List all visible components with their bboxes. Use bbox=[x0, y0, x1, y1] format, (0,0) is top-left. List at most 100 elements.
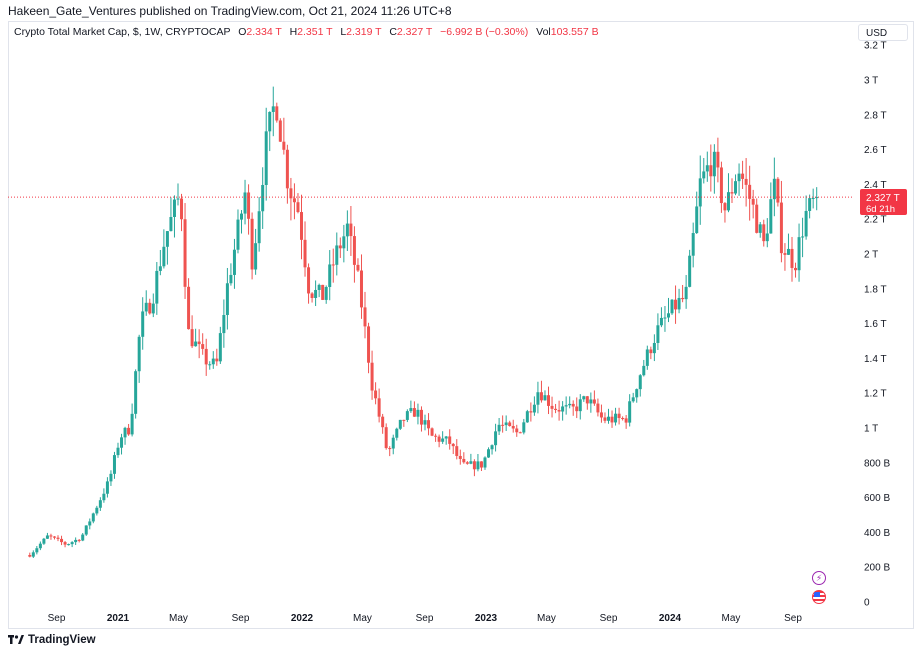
x-tick-label: May bbox=[169, 613, 188, 624]
x-tick-label: Sep bbox=[600, 613, 618, 624]
candle-body bbox=[427, 420, 431, 429]
candle-body bbox=[522, 422, 526, 433]
candle-body bbox=[610, 416, 614, 423]
candle-body bbox=[649, 349, 653, 354]
candle-body bbox=[564, 405, 568, 407]
candle-body bbox=[494, 431, 498, 446]
candle-body bbox=[462, 458, 466, 463]
y-tick-label: 1 T bbox=[864, 424, 878, 435]
candle-body bbox=[684, 286, 688, 300]
candle-body bbox=[797, 237, 801, 271]
candle-body bbox=[31, 552, 35, 557]
candle-body bbox=[441, 438, 445, 442]
footer: TradingView bbox=[8, 632, 96, 648]
candle-body bbox=[187, 286, 191, 330]
candle-body bbox=[169, 216, 173, 232]
candle-body bbox=[310, 293, 314, 298]
candle-body bbox=[645, 349, 649, 366]
candle-body bbox=[98, 500, 102, 508]
candle-body bbox=[278, 120, 282, 142]
candle-body bbox=[801, 236, 805, 238]
candle-body bbox=[734, 181, 738, 194]
x-tick-label: Sep bbox=[48, 613, 66, 624]
candle-body bbox=[352, 236, 356, 265]
candle-body bbox=[575, 406, 579, 412]
x-tick-label: May bbox=[722, 613, 741, 624]
candle-body bbox=[599, 412, 603, 418]
candle-body bbox=[342, 236, 346, 249]
lightning-icon[interactable]: ⚡ bbox=[812, 571, 826, 585]
price-tag-countdown: 6d 21h bbox=[866, 204, 895, 215]
candle-body bbox=[726, 192, 730, 211]
candle-body bbox=[208, 364, 212, 366]
candle-body bbox=[162, 246, 166, 267]
candle-body bbox=[370, 362, 374, 391]
candle-body bbox=[695, 206, 699, 234]
candle-body bbox=[430, 428, 434, 436]
candle-body bbox=[324, 286, 328, 300]
candle-body bbox=[345, 223, 349, 237]
open-label: O bbox=[238, 26, 247, 38]
candle-body bbox=[769, 199, 773, 234]
candle-body bbox=[285, 149, 289, 189]
candle-body bbox=[194, 341, 198, 347]
y-tick-label: 800 B bbox=[864, 458, 890, 469]
candle-body bbox=[268, 111, 272, 132]
candle-body bbox=[359, 270, 363, 308]
candle-body bbox=[367, 326, 371, 363]
candle-body bbox=[501, 424, 505, 426]
candle-body bbox=[592, 399, 596, 404]
candle-body bbox=[663, 317, 667, 319]
candle-body bbox=[137, 336, 141, 372]
candle-body bbox=[102, 493, 106, 501]
candle-body bbox=[416, 409, 420, 417]
candle-body bbox=[571, 403, 575, 407]
y-axis: 0 200 B 400 B 600 B 800 B 1 T 1.2 T 1.4 T 1.6 T 1… bbox=[864, 41, 890, 609]
candle-body bbox=[642, 365, 646, 376]
candle-body bbox=[677, 297, 681, 310]
candle-body bbox=[363, 307, 367, 327]
candle-body bbox=[232, 249, 236, 275]
candle-body bbox=[321, 284, 325, 300]
candle-body bbox=[504, 422, 508, 426]
candle-body bbox=[638, 375, 642, 390]
candle-body bbox=[811, 197, 815, 199]
us-flag-icon[interactable] bbox=[812, 590, 826, 604]
candle-body bbox=[243, 192, 247, 214]
candle-body bbox=[635, 389, 639, 398]
candle-body bbox=[719, 167, 723, 204]
candle-body bbox=[236, 219, 240, 250]
candle-body bbox=[589, 399, 593, 404]
candle-body bbox=[487, 449, 491, 458]
candle-body bbox=[716, 151, 720, 168]
candle-body bbox=[539, 392, 543, 401]
candle-body bbox=[455, 446, 459, 456]
candle-body bbox=[35, 548, 39, 553]
candle-body bbox=[691, 233, 695, 256]
candle-body bbox=[681, 297, 685, 300]
x-tick-label: 2022 bbox=[291, 613, 314, 624]
candle-body bbox=[264, 131, 268, 185]
candle-body bbox=[508, 422, 512, 426]
price-tag-price: 2.327 T bbox=[866, 193, 900, 204]
y-tick-label: 1.4 T bbox=[864, 354, 887, 365]
candle-body bbox=[765, 233, 769, 242]
candle-body bbox=[282, 141, 286, 150]
candle-body bbox=[532, 404, 536, 413]
candle-body bbox=[434, 435, 438, 437]
candle-body bbox=[116, 447, 120, 456]
candle-body bbox=[772, 178, 776, 200]
currency-button[interactable]: USD bbox=[858, 24, 908, 41]
symbol-legend: Crypto Total Market Cap, $, 1W, CRYPTOCA… bbox=[14, 26, 599, 38]
candle-body bbox=[109, 473, 113, 482]
candle-body bbox=[45, 535, 49, 539]
candle-body bbox=[794, 267, 798, 271]
x-tick-label: May bbox=[537, 613, 556, 624]
candle-body bbox=[666, 313, 670, 318]
candle-body bbox=[554, 408, 558, 410]
candle-body bbox=[165, 231, 169, 247]
y-tick-label: 2 T bbox=[864, 250, 878, 261]
candle-body bbox=[158, 266, 162, 271]
candle-body bbox=[458, 455, 462, 459]
